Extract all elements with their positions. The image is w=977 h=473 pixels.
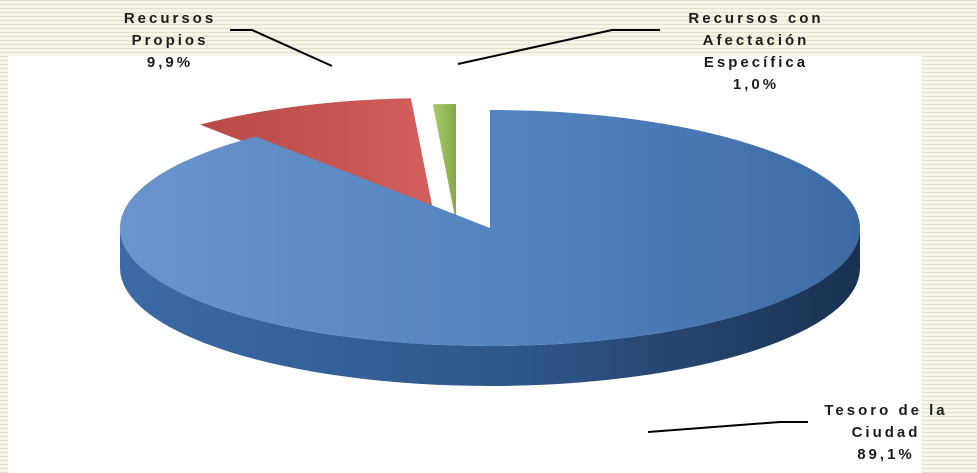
slice-label-tesoro: Tesoro de la Ciudad 89,1% (800, 400, 972, 466)
pie-slice-side (120, 228, 860, 386)
slice-percent-label: 1,0% (732, 76, 780, 93)
slice-name-line: Recursos con (688, 10, 824, 27)
pie-slice (432, 103, 456, 222)
slice-percent-label: 89,1% (857, 446, 915, 463)
slice-name-line: Específica (703, 54, 809, 71)
leader-line (457, 29, 660, 65)
slice-percent-label: 9,9% (146, 54, 194, 71)
leader-line (230, 29, 333, 67)
slice-name-line: Tesoro de la (824, 402, 948, 419)
slice-name-line: Propios (131, 32, 209, 49)
pie-slice (120, 110, 861, 346)
slice-name-line: Recursos (123, 10, 217, 27)
slice-name-line: Afectación (702, 32, 810, 49)
leader-line (647, 421, 808, 433)
slice-name-line: Ciudad (851, 424, 921, 441)
slice-label-recursos-afectacion: Recursos con Afectación Específica 1,0% (662, 8, 850, 96)
slice-label-recursos-propios: Recursos Propios 9,9% (108, 8, 232, 74)
